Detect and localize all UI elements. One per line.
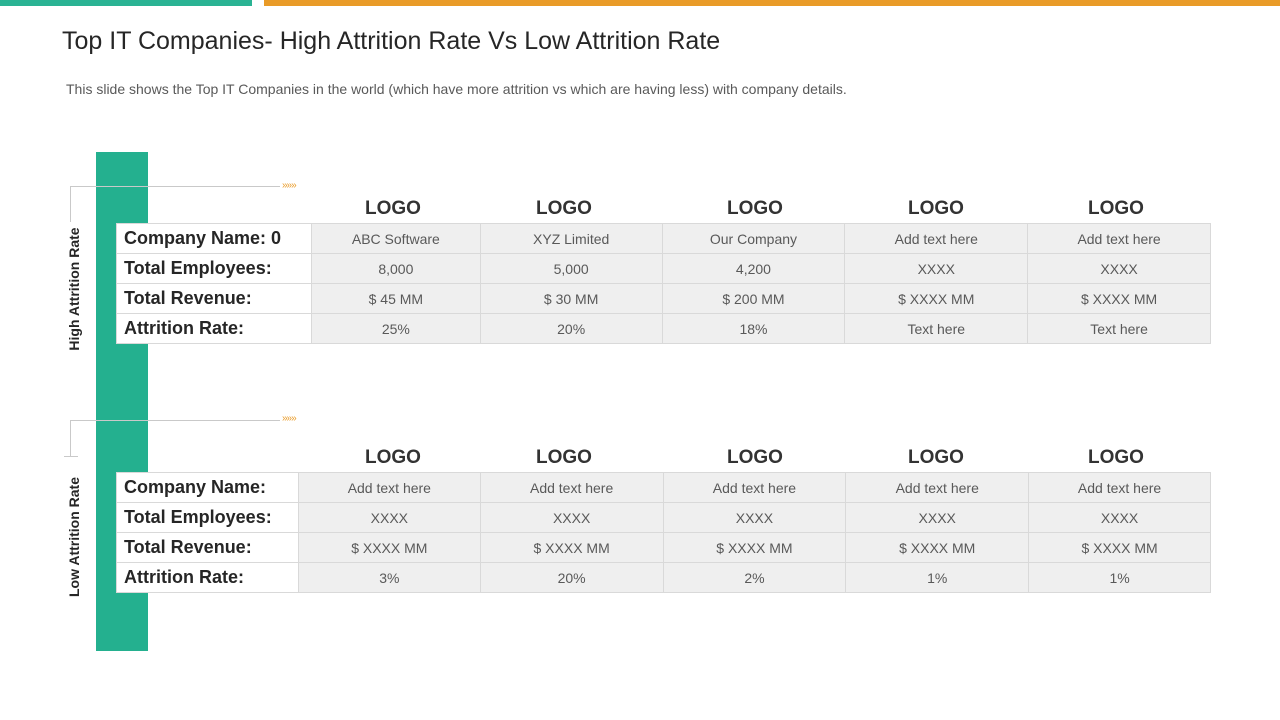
table-cell: XXXX: [1027, 253, 1211, 284]
table-cell: Add text here: [1027, 223, 1211, 254]
table-cell: $ XXXX MM: [845, 532, 1030, 563]
high-company-logo-3: LOGO: [727, 198, 783, 219]
row-label-attrition-rate: Attrition Rate:: [116, 562, 299, 593]
table-cell: 3%: [297, 562, 481, 593]
table-cell: 20%: [479, 313, 663, 344]
table-cell: $ XXXX MM: [1027, 283, 1211, 314]
table-cell: $ 30 MM: [479, 283, 663, 314]
table-cell: 1%: [845, 562, 1030, 593]
row-label-total-revenue: Total Revenue:: [116, 532, 299, 563]
table-cell: Our Company: [661, 223, 846, 254]
table-cell: $ 200 MM: [661, 283, 846, 314]
high-connector-vertical: [70, 186, 71, 222]
row-label-company-name: Company Name: 0: [116, 223, 312, 254]
row-label-attrition-rate: Attrition Rate:: [116, 313, 312, 344]
high-company-logo-2: LOGO: [536, 198, 592, 219]
table-cell: 25%: [310, 313, 481, 344]
row-label-total-employees: Total Employees:: [116, 253, 312, 284]
table-row: Attrition Rate: 3% 20% 2% 1% 1%: [116, 562, 1211, 593]
table-row: Total Revenue: $ XXXX MM $ XXXX MM $ XXX…: [116, 532, 1211, 563]
high-connector-horizontal: [70, 186, 280, 187]
table-cell: Text here: [844, 313, 1029, 344]
table-cell: $ XXXX MM: [1028, 532, 1211, 563]
table-cell: 1%: [1028, 562, 1211, 593]
table-row: Company Name: 0 ABC Software XYZ Limited…: [116, 223, 1211, 254]
table-cell: XXXX: [662, 502, 847, 533]
table-row: Total Revenue: $ 45 MM $ 30 MM $ 200 MM …: [116, 283, 1211, 314]
table-row: Attrition Rate: 25% 20% 18% Text here Te…: [116, 313, 1211, 344]
table-cell: XXXX: [1028, 502, 1211, 533]
low-arrow-icon: »»»: [282, 413, 297, 424]
low-company-logo-4: LOGO: [908, 447, 964, 468]
table-cell: XXXX: [844, 253, 1029, 284]
table-row: Company Name: Add text here Add text her…: [116, 472, 1211, 503]
table-cell: 20%: [479, 562, 664, 593]
row-label-total-employees: Total Employees:: [116, 502, 299, 533]
table-cell: Add text here: [1028, 472, 1211, 503]
low-attrition-label: Low Attrition Rate: [66, 476, 82, 598]
table-cell: XXXX: [845, 502, 1030, 533]
table-cell: $ XXXX MM: [479, 532, 664, 563]
table-row: Total Employees: XXXX XXXX XXXX XXXX XXX…: [116, 502, 1211, 533]
high-attrition-table: Company Name: 0 ABC Software XYZ Limited…: [116, 223, 1211, 344]
low-connector-tick: [64, 456, 78, 457]
table-cell: 4,200: [661, 253, 846, 284]
high-company-logo-1: LOGO: [365, 198, 421, 219]
low-company-logo-2: LOGO: [536, 447, 592, 468]
top-accent-bar-teal: [0, 0, 252, 6]
high-arrow-icon: »»»: [282, 180, 297, 191]
table-cell: Add text here: [844, 223, 1029, 254]
table-cell: Add text here: [845, 472, 1030, 503]
low-connector-horizontal: [70, 420, 280, 421]
table-cell: Add text here: [662, 472, 847, 503]
row-label-total-revenue: Total Revenue:: [116, 283, 312, 314]
high-company-logo-5: LOGO: [1088, 198, 1144, 219]
high-attrition-label: High Attrition Rate: [66, 227, 82, 351]
page-title: Top IT Companies- High Attrition Rate Vs…: [62, 27, 721, 55]
low-company-logo-1: LOGO: [365, 447, 421, 468]
table-cell: 18%: [661, 313, 846, 344]
table-cell: $ XXXX MM: [844, 283, 1029, 314]
table-cell: 5,000: [479, 253, 663, 284]
table-cell: $ 45 MM: [310, 283, 481, 314]
table-cell: $ XXXX MM: [662, 532, 847, 563]
table-cell: ABC Software: [310, 223, 481, 254]
page-subtitle: This slide shows the Top IT Companies in…: [66, 81, 847, 97]
table-cell: 8,000: [310, 253, 481, 284]
table-cell: XXXX: [479, 502, 664, 533]
top-accent-bar-orange: [264, 0, 1280, 6]
table-cell: XXXX: [297, 502, 481, 533]
low-company-logo-3: LOGO: [727, 447, 783, 468]
high-company-logo-4: LOGO: [908, 198, 964, 219]
table-cell: Add text here: [297, 472, 481, 503]
low-attrition-table: Company Name: Add text here Add text her…: [116, 472, 1211, 593]
table-cell: Add text here: [479, 472, 664, 503]
low-company-logo-5: LOGO: [1088, 447, 1144, 468]
table-cell: $ XXXX MM: [297, 532, 481, 563]
table-cell: 2%: [662, 562, 847, 593]
row-label-company-name: Company Name:: [116, 472, 299, 503]
table-cell: XYZ Limited: [479, 223, 663, 254]
table-row: Total Employees: 8,000 5,000 4,200 XXXX …: [116, 253, 1211, 284]
low-connector-vertical: [70, 420, 71, 456]
table-cell: Text here: [1027, 313, 1211, 344]
